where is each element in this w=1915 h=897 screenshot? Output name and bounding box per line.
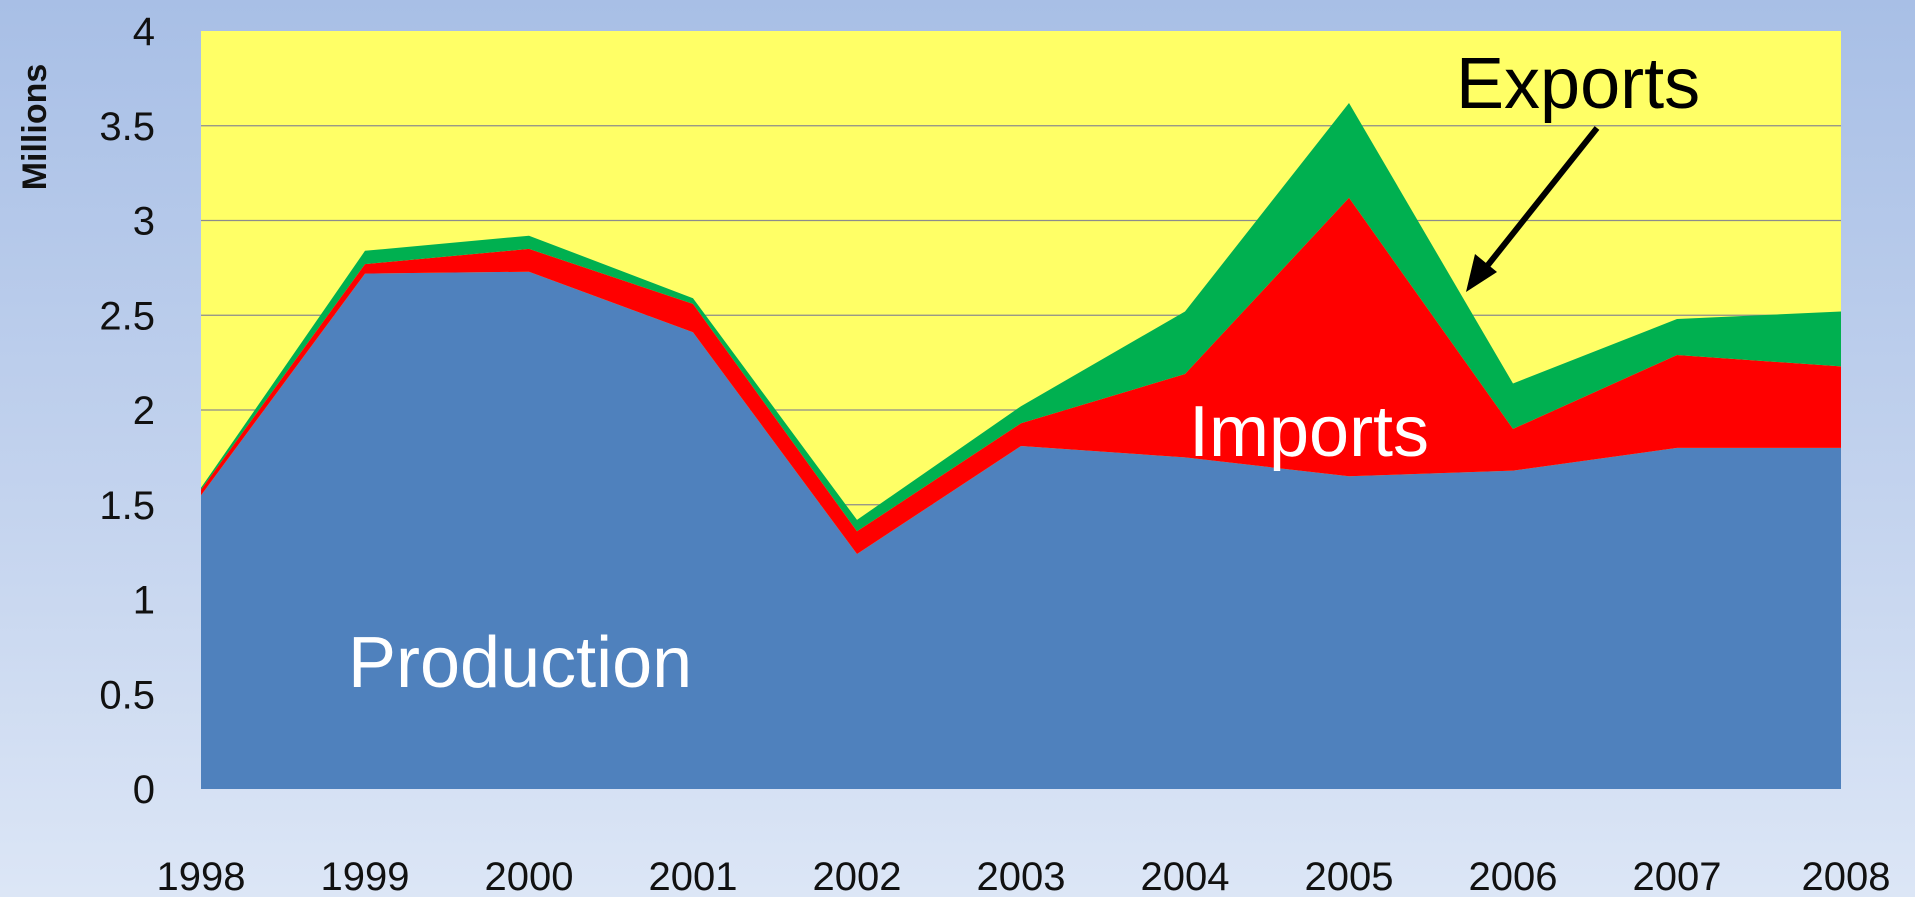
- x-axis-ticks: 1998 1999 2000 2001 2002 2003 2004 2005 2006 2007…: [157, 855, 1891, 897]
- y-tick-label: 1: [133, 579, 155, 623]
- x-tick-label: 2003: [977, 855, 1066, 897]
- x-tick-label: 1998: [157, 855, 246, 897]
- y-tick-label: 0.5: [99, 673, 155, 717]
- x-tick-label: 2002: [813, 855, 902, 897]
- imports-annotation: Imports: [1189, 392, 1429, 472]
- y-axis-ticks: 0 0.5 1 1.5 2 2.5 3 3.5 4: [99, 10, 155, 812]
- x-tick-label: 2004: [1141, 855, 1230, 897]
- x-tick-label: 2001: [649, 855, 738, 897]
- x-tick-label: 2005: [1305, 855, 1394, 897]
- y-axis-label: Millions: [16, 64, 54, 191]
- y-tick-label: 1.5: [99, 484, 155, 528]
- area-imports: [201, 197, 1841, 555]
- x-tick-label: 2006: [1469, 855, 1558, 897]
- x-tick-label: 1999: [321, 855, 410, 897]
- exports-arrow: [1466, 126, 1600, 292]
- y-tick-label: 0: [133, 768, 155, 812]
- exports-annotation: Exports: [1456, 44, 1700, 124]
- area-production: [201, 271, 1841, 789]
- y-tick-label: 3.5: [99, 105, 155, 149]
- x-tick-label: 2007: [1633, 855, 1722, 897]
- y-tick-label: 3: [133, 200, 155, 244]
- y-tick-label: 2.5: [99, 294, 155, 338]
- production-annotation: Production: [348, 623, 692, 703]
- y-tick-label: 2: [133, 389, 155, 433]
- stacked-areas: [201, 103, 1841, 789]
- x-tick-label: 2000: [485, 855, 574, 897]
- x-tick-label: 2008: [1802, 855, 1891, 897]
- y-tick-label: 4: [133, 10, 155, 54]
